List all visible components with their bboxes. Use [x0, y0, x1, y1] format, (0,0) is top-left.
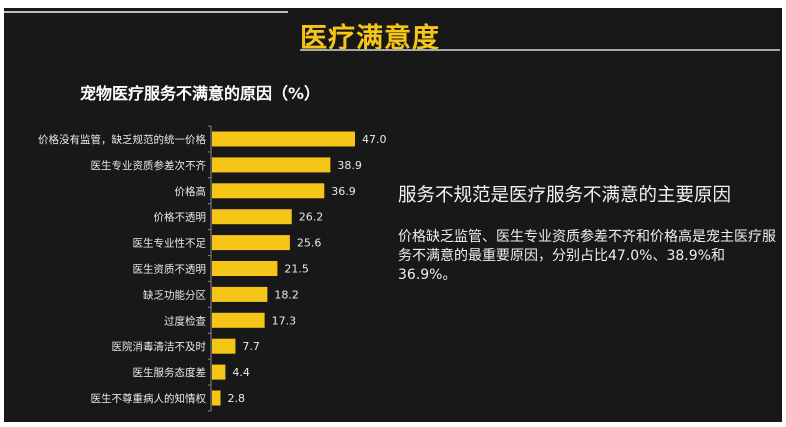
bar [212, 131, 355, 147]
value-label: 36.9 [331, 185, 356, 198]
headline: 服务不规范是医疗服务不满意的主要原因 [398, 185, 732, 206]
summary-paragraph: 价格缺乏监管、医生专业资质参差不齐和价格高是宠主医疗服务不满意的最重要原因，分别… [398, 229, 776, 283]
value-label: 17.3 [272, 314, 297, 327]
category-label: 医生专业资质参差次不齐 [91, 159, 207, 172]
bar [212, 235, 290, 251]
bar [212, 183, 325, 199]
chart-title: 宠物医疗服务不满意的原因（%） [80, 84, 321, 103]
category-label: 价格没有监管，缺乏规范的统一价格 [38, 133, 206, 146]
bar [212, 390, 221, 406]
category-label: 医院消毒清洁不及时 [112, 340, 207, 353]
slide-background [4, 8, 782, 422]
value-label: 7.7 [242, 340, 260, 353]
bar [212, 261, 278, 276]
top-divider [4, 11, 288, 13]
value-label: 38.9 [337, 159, 362, 172]
value-label: 26.2 [299, 211, 324, 224]
title-underline [300, 49, 780, 51]
value-label: 2.8 [228, 392, 246, 405]
bar [212, 209, 292, 225]
category-label: 医生不尊重病人的知情权 [91, 392, 207, 405]
value-label: 4.4 [232, 366, 250, 379]
value-label: 47.0 [362, 133, 387, 146]
category-label: 价格高 [175, 185, 207, 198]
category-label: 价格不透明 [154, 211, 207, 224]
bar [212, 312, 265, 328]
category-label: 医生专业性不足 [133, 237, 207, 250]
bar [212, 364, 226, 380]
category-label: 过度检查 [164, 314, 206, 327]
slide-title: 医疗满意度 [300, 23, 440, 54]
bar [212, 157, 331, 173]
value-label: 21.5 [284, 263, 309, 276]
bar [212, 286, 268, 302]
bar [212, 338, 236, 354]
value-label: 18.2 [274, 288, 299, 301]
category-label: 医生资质不透明 [133, 263, 207, 276]
value-label: 25.6 [297, 237, 322, 250]
category-label: 缺乏功能分区 [143, 288, 206, 301]
category-label: 医生服务态度差 [133, 366, 207, 379]
